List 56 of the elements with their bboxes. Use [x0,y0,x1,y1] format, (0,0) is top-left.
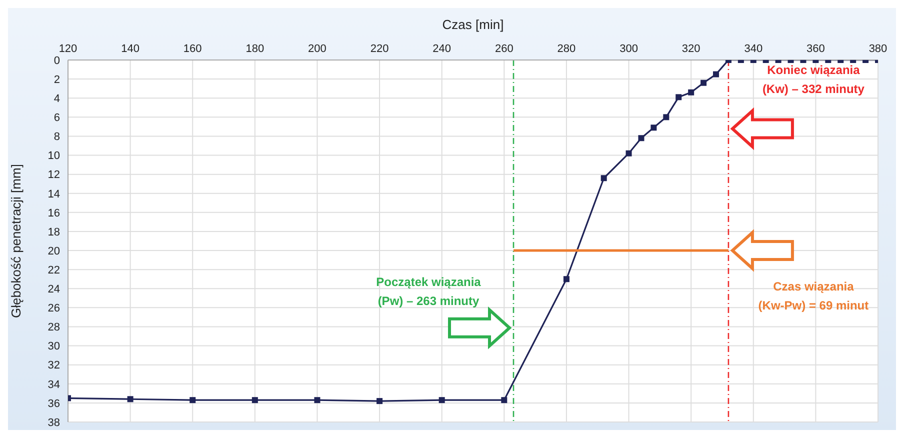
point [252,397,258,404]
y-tick-label: 28 [48,322,60,334]
x-tick-label: 180 [246,43,264,55]
annotation: Czas wiązania (Kw-Pw) = 69 minut [758,280,869,313]
y-tick-label: 16 [48,207,60,220]
point [190,397,196,404]
point [676,94,682,100]
y-tick-label: 30 [48,340,60,353]
x-tick-label: 240 [432,43,452,55]
point [376,398,383,404]
y-tick-label: 20 [48,245,60,258]
y-tick-label: 2 [54,74,60,86]
y-tick-label: 32 [48,360,60,372]
y-tick-label: 26 [48,302,60,315]
y-tick-label: 4 [54,93,60,106]
point [600,175,607,182]
point [314,397,320,404]
x-tick-label: 160 [183,43,202,55]
x-axis-title: Czas [min] [442,17,504,32]
x-tick-label: 260 [494,43,514,55]
x-tick-label: 140 [121,43,140,55]
point [688,89,694,96]
point [700,80,707,86]
annotation: Początek wiązania (Pw) – 263 minuty [376,274,482,308]
x-tick-label: 280 [557,43,576,55]
y-tick-label: 24 [48,284,60,296]
x-tick-label: 320 [682,43,700,55]
y-tick-label: 34 [48,378,60,391]
x-tick-label: 380 [868,43,888,55]
y-tick-label: 18 [48,226,60,238]
y-tick-label: 10 [48,150,60,162]
point [650,124,657,131]
y-tick-label: 36 [48,398,60,410]
point [563,276,570,282]
x-tick-label: 300 [620,43,638,55]
y-tick-label: 8 [54,131,60,144]
x-tick-label: 220 [370,43,389,55]
y-tick-label: 14 [48,188,60,200]
x-tick-label: 120 [58,43,78,55]
x-tick-label: 360 [806,43,825,55]
y-tick-label: 0 [54,54,60,67]
y-tick-label: 12 [48,169,60,182]
point [663,114,670,120]
y-tick-label: 22 [48,264,60,276]
x-tick-label: 200 [308,43,326,55]
y-tick-label: 38 [48,416,60,429]
point [438,397,445,404]
point [638,135,644,142]
y-tick-label: 6 [54,112,60,124]
annotation: Koniec wiązania (Kw) – 332 minuty [762,62,865,96]
y-axis-title: Głębokość penetracji [mm] [8,164,24,318]
point [501,397,508,404]
x-tick-label: 340 [744,43,763,55]
point [713,71,719,78]
point [127,396,134,402]
point [626,150,632,156]
